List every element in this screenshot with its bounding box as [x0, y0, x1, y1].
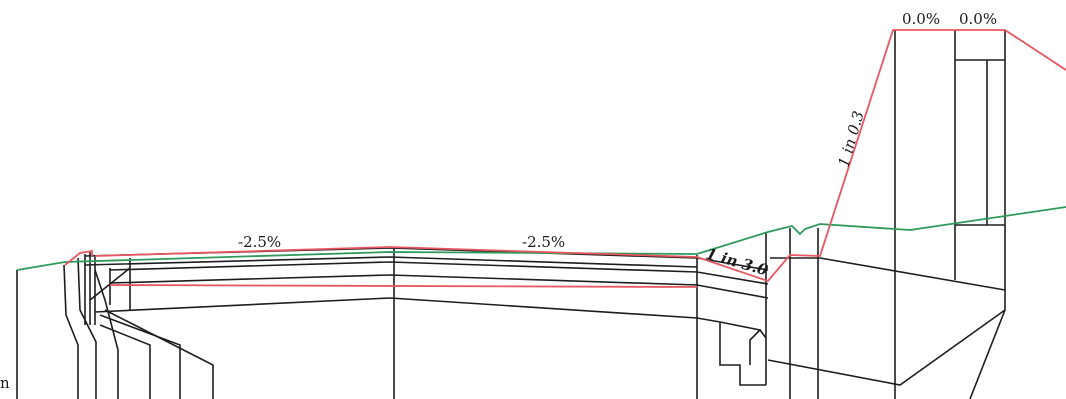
- crest-grade-label-b: 0.0%: [959, 10, 997, 28]
- centreline-and-verticals: [393, 248, 698, 399]
- edge-text-fragment: n: [0, 374, 10, 392]
- crest-grade-label-a: 0.0%: [902, 10, 940, 28]
- existing-ground-line: [16, 206, 1066, 271]
- design-surface-line: [64, 29, 1066, 288]
- right-side-structure: [696, 30, 1006, 399]
- pavement-layers: [84, 247, 769, 319]
- left-kerb-and-drain: [16, 252, 214, 399]
- slope-label-right: -2.5%: [522, 233, 565, 251]
- fill-batter-label: 1 in 0.3: [835, 109, 868, 169]
- slope-label-left: -2.5%: [238, 233, 281, 251]
